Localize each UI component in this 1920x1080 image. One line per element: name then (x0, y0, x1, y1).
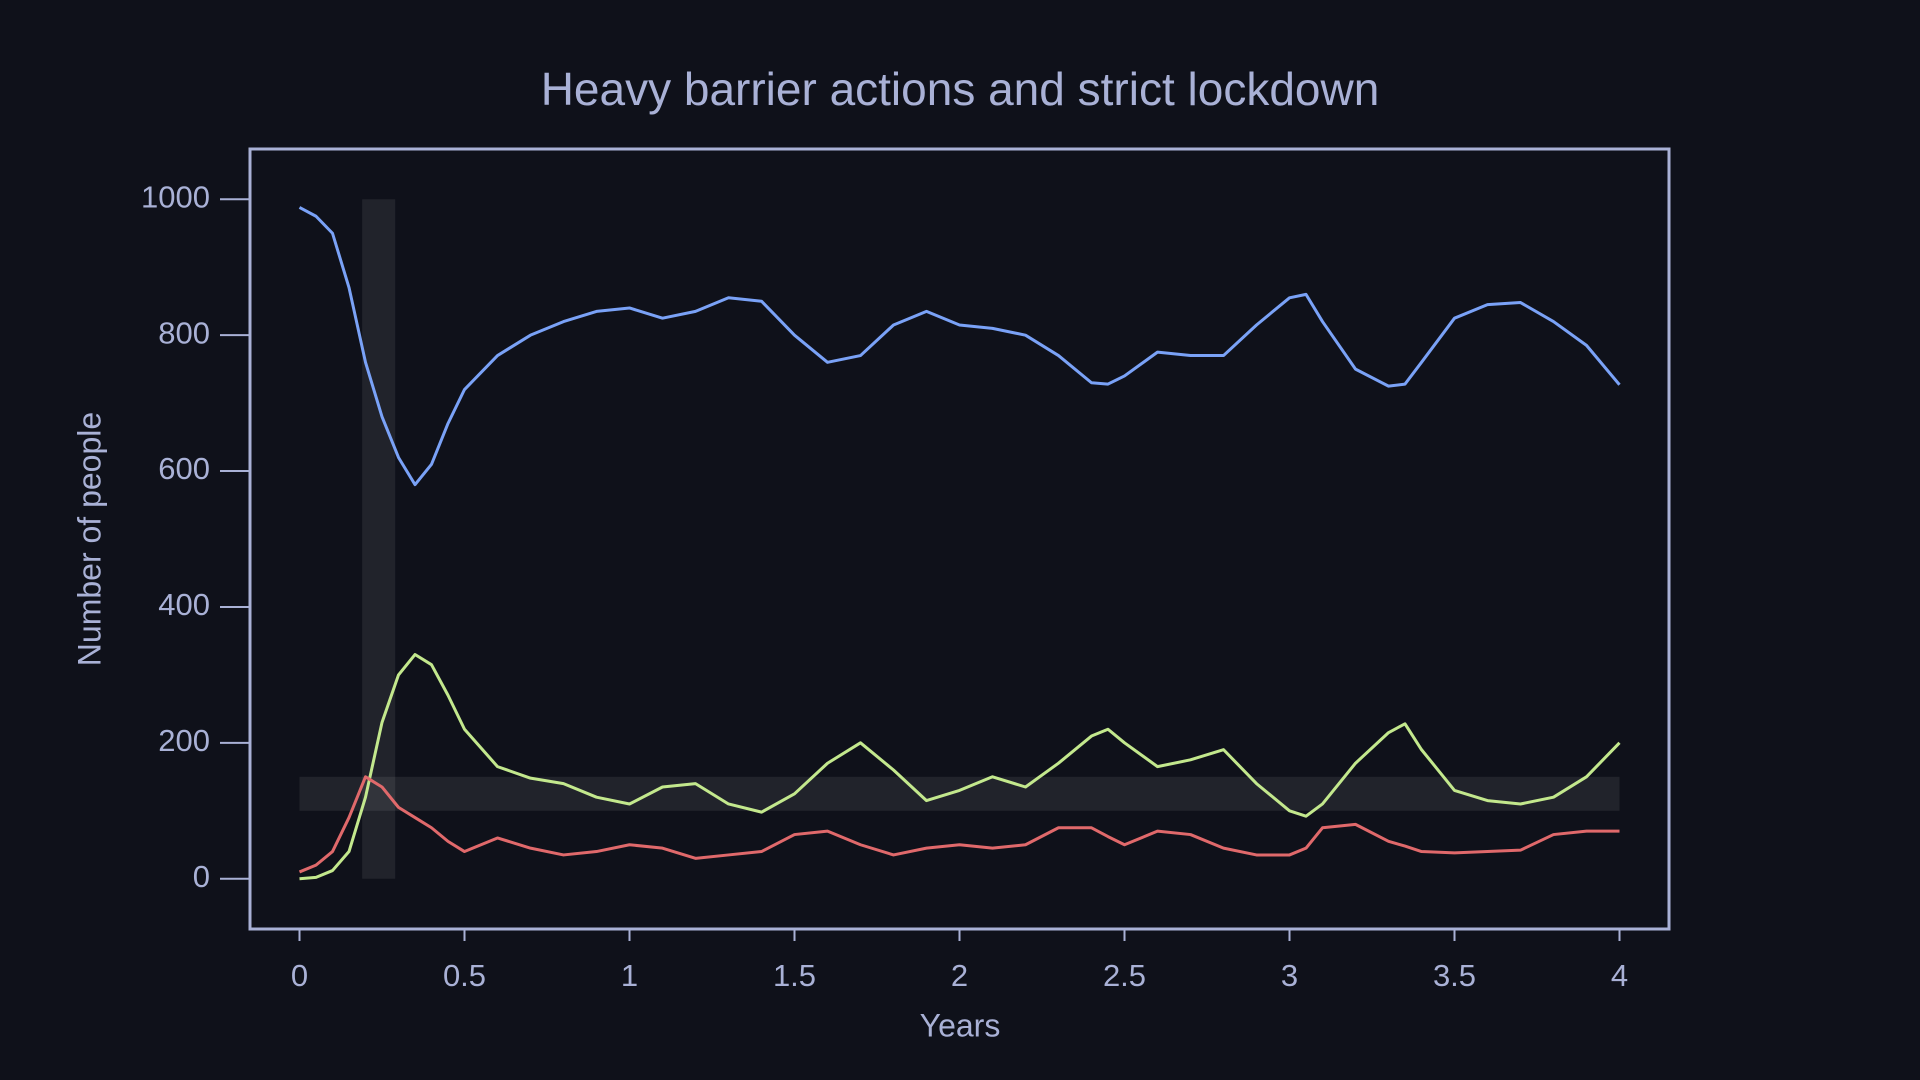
x-tick-label: 4 (1611, 958, 1628, 993)
y-axis-label: Number of people (71, 412, 107, 666)
x-tick-label: 1 (621, 958, 638, 993)
x-tick-label: 3.5 (1433, 958, 1476, 993)
y-tick-label: 800 (158, 315, 210, 350)
x-axis-label: Years (920, 1007, 1001, 1043)
y-tick-label: 0 (193, 859, 210, 894)
series-line (298, 206, 1621, 487)
y-tick-label: 1000 (141, 179, 210, 214)
shaded-region (299, 776, 1620, 811)
y-tick-label: 200 (158, 723, 210, 758)
x-tick-label: 2.5 (1103, 958, 1146, 993)
series-line (298, 775, 1620, 874)
chart-title: Heavy barrier actions and strict lockdow… (541, 63, 1380, 115)
y-tick-label: 600 (158, 451, 210, 486)
plot-frame (248, 147, 1671, 931)
y-tick-label: 400 (158, 587, 210, 622)
series-line (299, 653, 1621, 881)
x-tick-label: 0 (291, 958, 308, 993)
x-tick-label: 2 (951, 958, 968, 993)
x-tick-label: 3 (1281, 958, 1298, 993)
shaded-region (362, 199, 396, 879)
x-tick-label: 1.5 (773, 958, 816, 993)
x-tick-label: 0.5 (443, 958, 486, 993)
